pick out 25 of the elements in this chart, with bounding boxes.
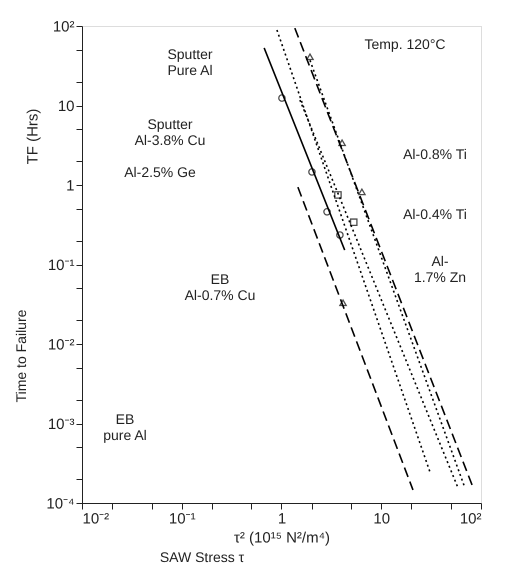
annotation: Sputter Al-3.8% Cu [134,116,206,148]
y-tick-label: 10⁻⁴ [46,496,74,512]
x-axis-title: τ² (10¹⁵ N²/m⁴) [234,530,330,546]
x-tick-label: 10 [373,510,390,528]
x-tick-label: 10⁻¹ [168,510,196,528]
y-tick-label: 10⁻¹ [48,257,74,274]
y-tick-label: 10 [58,98,74,115]
x-tick-label: 10² [460,510,482,528]
y-tick-label: 10⁻³ [48,416,74,433]
annotation: Sputter Pure Al [167,46,213,78]
annotation: Al-0.8% Ti [403,146,467,162]
x-tick-label: 1 [278,510,286,528]
y-tick-label: 10⁻² [48,336,74,354]
x-tick-label: 10⁻² [82,510,110,528]
y-tick-label: 10² [52,18,74,36]
annotation: Al-0.4% Ti [403,206,467,222]
y-tick-label: 1 [66,178,74,194]
text: SAW Stress τ [160,549,245,565]
annotation: EB pure Al [103,411,147,443]
annotation: Al-2.5% Ge [124,164,196,180]
annotation: EB Al-0.7% Cu [184,271,256,303]
annotation: Temp. 120°C [364,36,446,52]
annotation: Al- 1.7% Zn [414,253,466,285]
y-axis-title: TF (Hrs) [24,108,42,164]
text: Time to Failure [13,309,29,402]
